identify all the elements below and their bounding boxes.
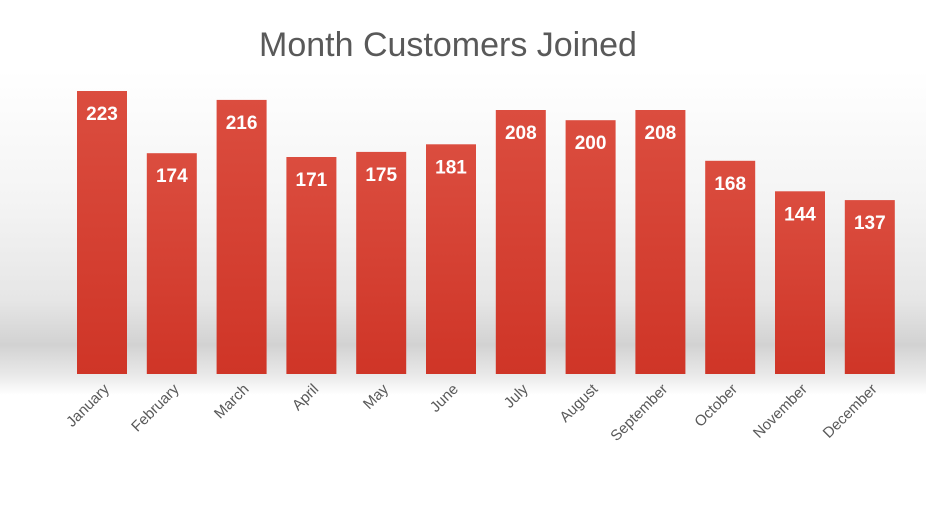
data-label-february: 174: [156, 166, 188, 187]
x-tick-label-december: December: [820, 381, 881, 442]
x-tick-label-august: August: [556, 380, 602, 426]
data-label-december: 137: [854, 213, 886, 234]
x-tick-label-september: September: [607, 381, 671, 445]
data-label-september: 208: [645, 123, 677, 144]
data-label-january: 223: [86, 104, 118, 125]
data-label-may: 175: [365, 165, 397, 186]
x-tick-label-october: October: [691, 381, 741, 431]
x-tick-label-february: February: [128, 380, 183, 435]
bar-december: [844, 200, 895, 374]
x-tick-label-april: April: [289, 381, 322, 414]
x-tick-label-november: November: [750, 381, 811, 442]
data-labels-layer: 223 174 216 171 175 181 208 200 208 168 144 137: [86, 104, 886, 234]
x-tick-label-may: May: [360, 380, 392, 412]
data-label-november: 144: [784, 204, 816, 225]
data-label-october: 168: [714, 174, 746, 195]
x-tick-label-july: July: [501, 380, 532, 411]
x-tick-label-january: January: [63, 380, 113, 430]
bar-november: [775, 191, 825, 374]
bar-may: [356, 151, 407, 374]
bar-february: [146, 153, 197, 374]
chart-title: Month Customers Joined: [259, 26, 637, 64]
bar-april: [286, 157, 337, 374]
bar-june: [426, 144, 476, 374]
data-label-august: 200: [575, 133, 607, 154]
x-tick-label-march: March: [211, 381, 252, 422]
data-label-june: 181: [435, 157, 467, 178]
bar-october: [705, 160, 756, 374]
x-tick-label-june: June: [427, 381, 462, 416]
data-label-april: 171: [296, 170, 328, 191]
bar-january: [77, 91, 127, 374]
bar-september: [635, 110, 686, 374]
data-label-july: 208: [505, 123, 537, 144]
bar-july: [495, 110, 546, 374]
data-label-march: 216: [226, 113, 258, 134]
bars-layer: [77, 91, 895, 375]
bar-august: [565, 120, 616, 374]
x-axis-tick-labels: January February March April May June July Augu…: [63, 380, 881, 444]
bar-march: [216, 99, 267, 375]
